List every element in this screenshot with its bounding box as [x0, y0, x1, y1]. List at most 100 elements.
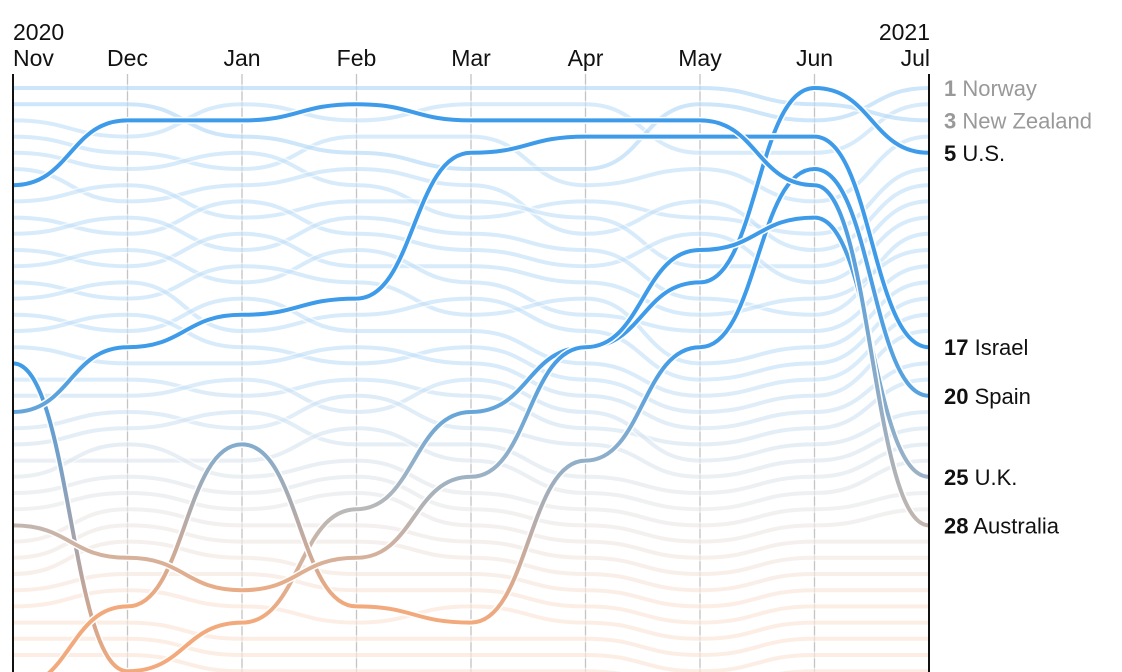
other-country-line [12, 376, 930, 465]
series-segment [585, 474, 701, 495]
series-segment [241, 199, 357, 220]
series-segment [356, 426, 472, 463]
month-label-jan: Jan [223, 45, 260, 71]
series-segment [127, 215, 243, 252]
series-segment [470, 507, 586, 528]
series-segment [12, 345, 128, 414]
rank-number: 28 [944, 513, 968, 538]
rank-number: 5 [944, 141, 956, 166]
country-name: Israel [968, 335, 1028, 360]
series-segment [585, 199, 701, 236]
series-segment [699, 604, 815, 625]
series-segment [241, 604, 357, 625]
series-segment [814, 134, 930, 350]
month-label-nov: Nov [13, 45, 54, 71]
series-segment [127, 620, 243, 672]
series-segment [585, 215, 701, 269]
series-segment [470, 231, 586, 252]
series-segment [127, 539, 243, 560]
series-segment [127, 296, 243, 333]
series-segment [12, 588, 128, 609]
other-country-line [12, 424, 930, 513]
month-label-feb: Feb [337, 45, 377, 71]
series-segment [12, 248, 128, 269]
line-australia [12, 100, 930, 529]
series-segment [46, 604, 128, 672]
series-segment [585, 491, 701, 512]
series-segment [699, 474, 815, 495]
series-segment [241, 296, 357, 333]
series-segment [12, 280, 128, 301]
series-segment [814, 442, 930, 479]
other-country-lines [12, 100, 930, 672]
other-country-line [12, 165, 930, 254]
series-segment [814, 183, 930, 528]
series-segment [241, 345, 357, 366]
series-segment [127, 312, 243, 350]
series-segment [699, 458, 815, 479]
rank-number: 17 [944, 335, 968, 360]
series-segment [814, 86, 930, 123]
other-country-line [12, 440, 930, 529]
series-segment [585, 588, 701, 609]
series-segment [470, 345, 586, 479]
series-segment [356, 231, 472, 252]
series-segment [241, 572, 357, 593]
other-country-line [12, 133, 930, 205]
series-segment [699, 86, 815, 285]
series-segment [470, 134, 586, 155]
series-segment [12, 426, 128, 447]
series-segment [814, 102, 930, 123]
other-country-line [12, 278, 930, 384]
rank-label-u-k-: 25 U.K. [944, 465, 1017, 490]
series-segment [585, 442, 701, 479]
series-segment [699, 199, 815, 252]
series-segment [814, 377, 930, 431]
series-segment [356, 345, 472, 366]
series-segment [356, 491, 472, 528]
series-segment [699, 102, 815, 123]
series-segment [127, 474, 243, 495]
series-segment [241, 507, 357, 625]
series-segment [699, 167, 815, 350]
series-segment [12, 215, 128, 236]
series-segment [127, 199, 243, 236]
rank-label-spain: 20 Spain [944, 384, 1031, 409]
series-segment [241, 377, 357, 414]
series-segment [241, 199, 357, 236]
line-israel [12, 133, 930, 416]
series-segment [470, 199, 586, 220]
series-segment [356, 377, 472, 414]
series-segment [241, 442, 357, 609]
series-segment [699, 620, 815, 641]
year-label: 2020 [13, 19, 64, 45]
rank-number: 25 [944, 465, 968, 490]
series-segment [356, 150, 472, 171]
axes [12, 74, 930, 672]
series-segment [814, 426, 930, 463]
series-segment [814, 280, 930, 350]
series-segment [241, 102, 357, 123]
series-segment [585, 539, 701, 560]
series-segment [127, 555, 243, 593]
series-segment [127, 410, 243, 431]
series-segment [127, 150, 243, 171]
month-label-may: May [678, 45, 722, 71]
series-segment [241, 264, 357, 285]
series-segment [356, 150, 472, 301]
series-segment [470, 442, 586, 479]
series-segment [585, 620, 701, 641]
series-segment [699, 361, 815, 382]
series-segment [585, 377, 701, 414]
series-segment [241, 248, 357, 285]
series-segment [241, 393, 357, 431]
series-segment [585, 167, 701, 188]
series-segment [699, 555, 815, 576]
series-segment [241, 231, 357, 269]
rank-label-u-s-: 5 U.S. [944, 141, 1005, 166]
series-segment [585, 361, 701, 398]
series-segment [127, 377, 243, 398]
series-segment [699, 215, 815, 252]
